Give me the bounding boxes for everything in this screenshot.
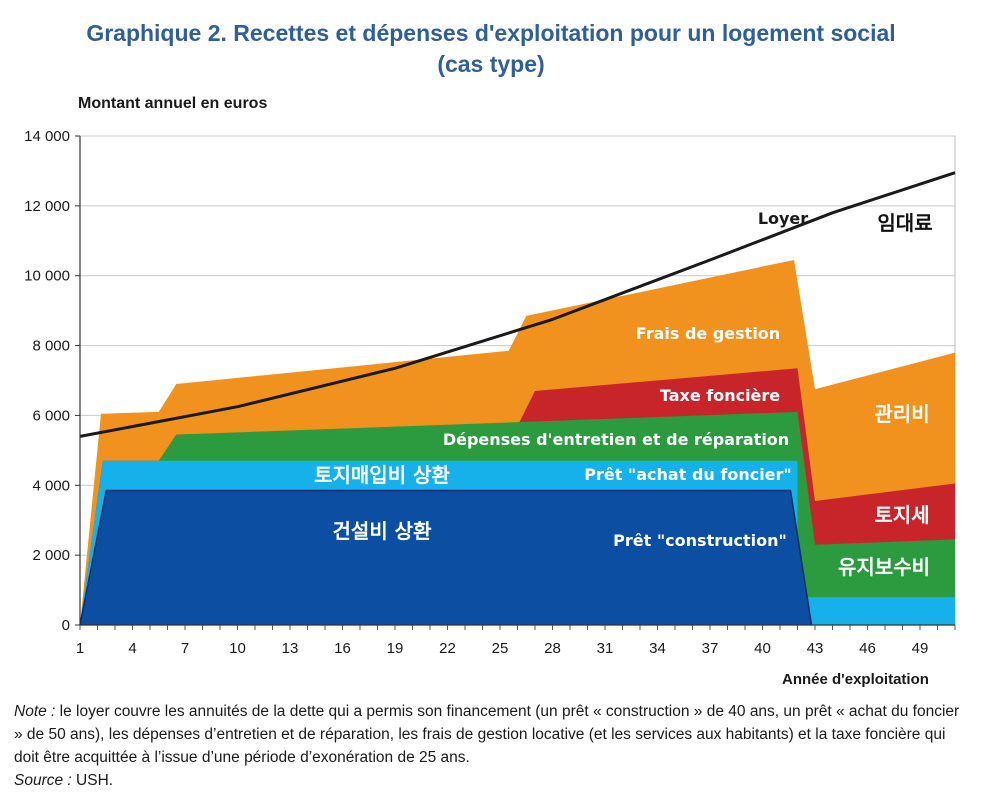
series-kr-label-taxe-fonci-re: 토지세 (874, 503, 929, 527)
y-tick-label-14000: 14 000 (24, 128, 70, 145)
y-tick-label-12000: 12 000 (24, 198, 70, 215)
series-label-loyer: Loyer (758, 209, 808, 228)
line-loyer (79, 171, 956, 438)
series-label-taxe-fonci-re: Taxe foncière (660, 386, 780, 405)
y-tick-label-2000: 2 000 (32, 547, 70, 564)
x-tick-label-46: 46 (859, 640, 876, 657)
x-tick-label-34: 34 (649, 640, 666, 657)
x-tick-label-1: 1 (76, 640, 84, 657)
x-tick-label-16: 16 (334, 640, 351, 657)
series-label-d-penses-d-entretien-et-de-r-paration: Dépenses d'entretien et de réparation (443, 430, 789, 449)
y-tick-label-4000: 4 000 (32, 477, 70, 494)
note-text: le loyer couvre les annuités de la dette… (14, 703, 960, 766)
chart-title-line1: Graphique 2. Recettes et dépenses d'expl… (86, 20, 896, 46)
series-kr-label-pr-t-construction: 건설비 상환 (333, 519, 433, 543)
source-label: Source : (14, 772, 72, 789)
x-tick-label-13: 13 (282, 640, 299, 657)
x-tick-label-4: 4 (128, 640, 136, 657)
chart-title: Graphique 2. Recettes et dépenses d'expl… (0, 18, 982, 80)
chart-note: Note : le loyer couvre les annuités de l… (14, 700, 966, 792)
series-label-frais-de-gestion: Frais de gestion (636, 324, 780, 343)
y-tick-label-0: 0 (62, 617, 70, 634)
series-label-pr-t-achat-du-foncier: Prêt "achat du foncier" (584, 465, 792, 484)
note-label: Note : (14, 703, 56, 720)
source-text: USH. (71, 772, 114, 789)
x-axis-label: Année d'exploitation (782, 671, 929, 688)
x-tick-label-40: 40 (754, 640, 771, 657)
series-kr-label-pr-t-achat-du-foncier: 토지매입비 상환 (314, 463, 450, 487)
x-tick-label-10: 10 (229, 640, 246, 657)
x-tick-label-25: 25 (492, 640, 509, 657)
x-tick-label-43: 43 (807, 640, 824, 657)
series-kr-label-d-penses-d-entretien-et-de-r-paration: 유지보수비 (838, 555, 930, 579)
x-tick-label-37: 37 (702, 640, 719, 657)
y-axis-label: Montant annuel en euros (78, 95, 268, 112)
x-tick-label-7: 7 (181, 640, 189, 657)
x-tick-label-19: 19 (387, 640, 404, 657)
x-tick-label-49: 49 (912, 640, 929, 657)
chart-plot: 0 2 000 4 000 6 000 8 000 10 000 12 000 14 000 1… (24, 128, 956, 688)
area-pr-t-construction (80, 490, 812, 625)
area-outline-construction (79, 489, 813, 626)
series-kr-label-frais-de-gestion: 관리비 (874, 402, 929, 426)
chart-title-line2: (cas type) (437, 51, 545, 77)
y-tick-label-8000: 8 000 (32, 338, 70, 355)
series-label-pr-t-construction: Prêt "construction" (613, 531, 787, 550)
y-tick-label-10000: 10 000 (24, 268, 70, 285)
series-kr-label-loyer: 임대료 (877, 211, 932, 235)
x-tick-label-31: 31 (597, 640, 614, 657)
y-tick-label-6000: 6 000 (32, 407, 70, 424)
x-tick-label-28: 28 (544, 640, 561, 657)
x-tick-label-22: 22 (439, 640, 456, 657)
